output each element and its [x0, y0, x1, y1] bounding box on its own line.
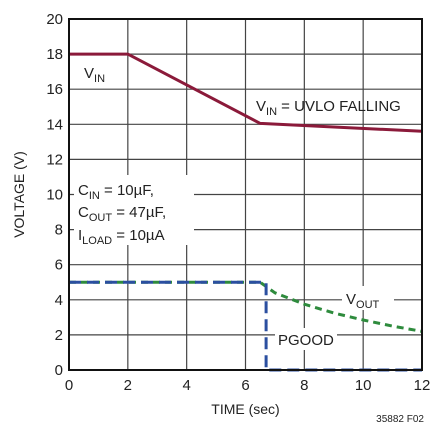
y-tick-label: 20	[46, 11, 63, 28]
y-tick-label: 10	[46, 187, 63, 204]
y-tick-label: 18	[46, 46, 63, 63]
x-tick-label: 8	[300, 377, 308, 394]
x-tick-label: 4	[182, 377, 190, 394]
uvlo-label: VIN = UVLO FALLING	[256, 98, 401, 118]
y-tick-label: 6	[55, 257, 63, 274]
x-tick-label: 6	[241, 377, 249, 394]
conditions-box	[74, 175, 194, 245]
vin-label: VIN	[84, 65, 105, 85]
vout-label: VOUT	[346, 291, 380, 311]
x-tick-label: 2	[124, 377, 132, 394]
x-tick-labels: 0 2 4 6 8 10 12	[65, 377, 431, 394]
y-tick-labels: 0 2 4 6 8 10 12 14 16 18 20	[46, 11, 63, 379]
vout-label-bg	[342, 286, 394, 310]
y-tick-label: 12	[46, 151, 63, 168]
x-tick-label: 10	[355, 377, 372, 394]
x-tick-label: 0	[65, 377, 73, 394]
y-tick-label: 16	[46, 81, 63, 98]
figure-id: 35882 F02	[376, 414, 424, 425]
cout-label: COUT = 47µF,	[78, 204, 166, 224]
y-tick-label: 4	[55, 292, 63, 309]
pgood-label-bg	[275, 328, 337, 350]
cin-label: CIN = 10µF,	[78, 182, 154, 202]
plot-frame	[68, 18, 423, 371]
y-tick-label: 8	[55, 222, 63, 239]
x-tick-label: 12	[414, 377, 431, 394]
y-tick-label: 14	[46, 116, 63, 133]
series-vin-line	[69, 52, 423, 133]
y-axis-label: VOLTAGE (V)	[11, 151, 27, 238]
iload-label: ILOAD = 10µA	[78, 227, 165, 247]
x-axis-label: TIME (sec)	[211, 401, 279, 417]
y-tick-label: 0	[55, 362, 63, 379]
y-tick-label: 2	[55, 327, 63, 344]
series-vout-line	[69, 280, 423, 333]
pgood-label: PGOOD	[278, 332, 334, 349]
